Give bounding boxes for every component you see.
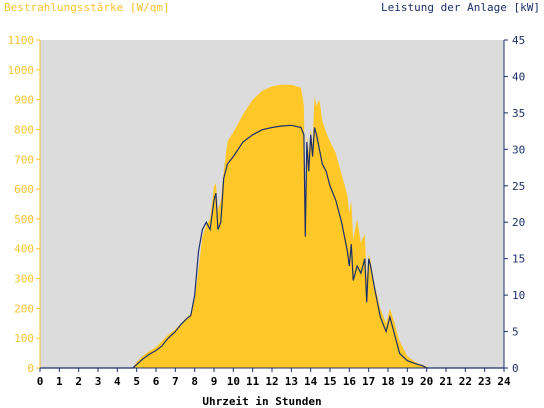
right-tick-label: 20 — [512, 216, 525, 229]
x-tick-label: 0 — [37, 375, 44, 388]
right-y-ticks: 0 5 10 15 20 25 30 35 40 45 — [504, 34, 525, 375]
left-tick-label: 500 — [14, 213, 34, 226]
left-tick-label: 1100 — [8, 34, 35, 47]
x-tick-label: 15 — [323, 375, 336, 388]
x-tick-label: 5 — [133, 375, 140, 388]
right-tick-label: 5 — [512, 326, 519, 339]
right-tick-label: 0 — [512, 362, 519, 375]
left-y-ticks: 0 100 200 300 400 500 600 700 800 900 1000 1100 — [8, 34, 40, 375]
x-tick-label: 9 — [211, 375, 218, 388]
x-tick-label: 24 — [497, 375, 511, 388]
left-tick-label: 700 — [14, 153, 34, 166]
left-tick-label: 800 — [14, 123, 34, 136]
left-tick-label: 300 — [14, 273, 34, 286]
x-tick-label: 2 — [75, 375, 82, 388]
x-tick-label: 18 — [381, 375, 394, 388]
x-tick-label: 22 — [459, 375, 472, 388]
left-axis-title: Bestrahlungsstärke [W/qm] — [4, 1, 170, 14]
x-tick-label: 14 — [304, 375, 318, 388]
x-tick-label: 12 — [265, 375, 278, 388]
right-tick-label: 25 — [512, 180, 525, 193]
left-tick-label: 200 — [14, 302, 34, 315]
irradiance-area — [40, 84, 504, 368]
x-ticks: 0 1 2 3 4 5 6 7 8 9 10 11 12 13 14 15 16 17 18 19 20 21 22 23 24 — [37, 368, 511, 388]
x-tick-label: 8 — [191, 375, 198, 388]
power-line — [40, 124, 504, 369]
x-tick-label: 3 — [95, 375, 102, 388]
left-tick-label: 900 — [14, 94, 34, 107]
right-tick-label: 45 — [512, 34, 525, 47]
x-tick-label: 20 — [420, 375, 433, 388]
x-tick-label: 17 — [362, 375, 375, 388]
x-tick-label: 11 — [246, 375, 260, 388]
power-line-layer — [40, 124, 504, 369]
right-tick-label: 30 — [512, 143, 525, 156]
right-tick-label: 10 — [512, 289, 525, 302]
left-tick-label: 600 — [14, 183, 34, 196]
x-tick-label: 23 — [478, 375, 491, 388]
left-tick-label: 100 — [14, 332, 34, 345]
x-tick-label: 21 — [439, 375, 453, 388]
x-axis-label: Uhrzeit in Stunden — [202, 395, 321, 408]
right-tick-label: 40 — [512, 70, 525, 83]
left-tick-label: 400 — [14, 243, 34, 256]
left-tick-label: 0 — [27, 362, 34, 375]
right-tick-label: 15 — [512, 253, 525, 266]
right-axis-title: Leistung der Anlage [kW] — [381, 1, 540, 14]
x-tick-label: 1 — [56, 375, 63, 388]
x-tick-label: 6 — [153, 375, 160, 388]
x-tick-label: 10 — [227, 375, 240, 388]
left-tick-label: 1000 — [8, 64, 35, 77]
right-tick-label: 35 — [512, 107, 525, 120]
x-tick-label: 13 — [285, 375, 298, 388]
x-tick-label: 16 — [343, 375, 357, 388]
x-tick-label: 4 — [114, 375, 121, 388]
x-tick-label: 7 — [172, 375, 179, 388]
x-tick-label: 19 — [401, 375, 414, 388]
irradiance-area-layer — [40, 84, 504, 368]
